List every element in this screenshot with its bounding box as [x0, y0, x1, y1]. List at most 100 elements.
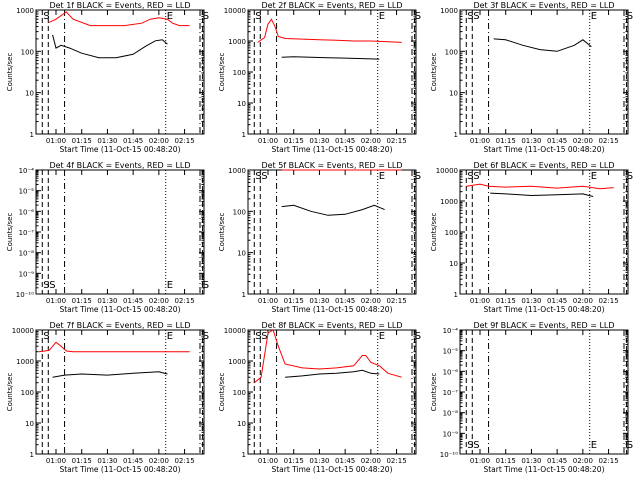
x-tick-label: 01:00: [470, 457, 490, 465]
panel-title: Det 2f BLACK = Events, RED = LLD: [261, 1, 402, 10]
detector-panel: Det 3f BLACK = Events, RED = LLD 1 10 100 10…: [430, 1, 633, 154]
y-axis-label: Counts/sec: [430, 213, 438, 252]
y-axis-label: Counts/sec: [6, 53, 14, 92]
event-rate-line: [285, 369, 380, 378]
x-axis-label: Start Time (11-Oct-15 00:48:20): [59, 145, 180, 154]
y-tick-label: 1: [30, 131, 34, 139]
x-tick-label: 01:00: [470, 297, 490, 305]
x-tick-label: 02:00: [149, 457, 169, 465]
event-marker-label: S: [255, 11, 261, 22]
y-tick-label: 10⁻⁹: [443, 430, 459, 438]
y-tick-label: 10⁻⁶: [443, 368, 459, 376]
panel-title: Det 8f BLACK = Events, RED = LLD: [261, 321, 402, 330]
y-tick-label: 10: [449, 260, 458, 268]
x-tick-label: 01:45: [547, 297, 567, 305]
event-marker-label: S: [627, 440, 633, 451]
event-rate-line: [52, 34, 168, 59]
y-tick-label: 1000: [440, 7, 458, 15]
y-tick-label: 10⁻⁸: [19, 250, 35, 258]
x-tick-label: 02:15: [386, 457, 406, 465]
y-tick-label: 1: [242, 451, 246, 459]
x-tick-label: 02:15: [174, 457, 194, 465]
x-tick-label: 01:30: [521, 137, 541, 145]
event-marker-label: E: [591, 171, 597, 182]
y-tick-label: 10: [25, 420, 34, 428]
x-tick-label: 01:30: [309, 457, 329, 465]
x-tick-label: 01:15: [496, 457, 516, 465]
x-tick-label: 01:30: [97, 137, 117, 145]
x-axis-label: Start Time (11-Oct-15 00:48:20): [483, 145, 604, 154]
plot-frame: [247, 329, 417, 455]
y-axis-label: Counts/sec: [430, 373, 438, 412]
plot-frame: [35, 169, 205, 295]
x-axis-label: Start Time (11-Oct-15 00:48:20): [271, 305, 392, 314]
x-tick-label: 01:30: [97, 297, 117, 305]
event-marker-label: S: [415, 331, 421, 342]
x-tick-label: 02:00: [361, 137, 381, 145]
y-axis-label: Counts/sec: [218, 213, 226, 252]
x-axis-label: Start Time (11-Oct-15 00:48:20): [271, 145, 392, 154]
x-tick-label: 01:15: [496, 297, 516, 305]
y-axis-label: Counts/sec: [218, 53, 226, 92]
y-tick-label: 100: [233, 69, 246, 77]
panel-title: Det 7f BLACK = Events, RED = LLD: [49, 321, 190, 330]
event-marker-label: E: [591, 440, 597, 451]
panel-title: Det 6f BLACK = Events, RED = LLD: [473, 161, 614, 170]
y-tick-label: 10⁻⁵: [19, 188, 35, 196]
y-tick-label: 100: [21, 389, 34, 397]
x-tick-label: 02:15: [598, 137, 618, 145]
detector-panel: Det 9f BLACK = Events, RED = LLD 10⁻¹⁰ 10⁻…: [430, 321, 633, 474]
x-tick-label: 02:15: [598, 457, 618, 465]
x-tick-label: 01:30: [97, 457, 117, 465]
y-tick-label: 10⁻¹⁰: [440, 451, 458, 459]
y-tick-label: 10: [237, 250, 246, 258]
event-marker-label: E: [591, 11, 597, 22]
plot-frame: [35, 329, 205, 455]
detector-panel: Det 5f BLACK = Events, RED = LLD 1 10 100 10…: [218, 161, 421, 314]
y-tick-label: 1000: [228, 38, 246, 46]
y-tick-label: 100: [445, 48, 458, 56]
plot-frame: [459, 329, 629, 455]
y-tick-label: 10⁻¹⁰: [16, 291, 34, 299]
event-marker-label: S: [43, 331, 49, 342]
y-tick-label: 10⁻⁷: [443, 389, 459, 397]
y-axis-label: Counts/sec: [6, 213, 14, 252]
event-marker-label: S: [467, 440, 473, 451]
y-tick-label: 100: [445, 229, 458, 237]
detector-panel: Det 7f BLACK = Events, RED = LLD 1 10 100 10…: [6, 321, 209, 474]
detector-panel: Det 1f BLACK = Events, RED = LLD 1 10 100 10…: [6, 1, 209, 154]
x-axis-label: Start Time (11-Oct-15 00:48:20): [271, 465, 392, 474]
y-tick-label: 1000: [228, 167, 246, 175]
x-tick-label: 01:45: [547, 137, 567, 145]
x-tick-label: 01:15: [72, 137, 92, 145]
y-axis-label: Counts/sec: [6, 373, 14, 412]
detector-panel: Det 4f BLACK = Events, RED = LLD 10⁻¹⁰ 10⁻…: [6, 161, 209, 314]
event-marker-label: S: [203, 11, 209, 22]
y-tick-label: 10: [25, 90, 34, 98]
event-marker-label: E: [167, 280, 173, 291]
x-axis-label: Start Time (11-Oct-15 00:48:20): [59, 305, 180, 314]
x-tick-label: 01:00: [46, 457, 66, 465]
y-tick-label: 10: [237, 100, 246, 108]
event-marker-label: E: [167, 11, 173, 22]
x-tick-label: 01:00: [258, 457, 278, 465]
y-axis-label: Counts/sec: [218, 373, 226, 412]
detector-panel: Det 2f BLACK = Events, RED = LLD 1 10 100 10…: [218, 1, 421, 154]
event-rate-line: [490, 192, 594, 197]
event-marker-label: S: [49, 280, 55, 291]
x-tick-label: 01:30: [521, 297, 541, 305]
y-tick-label: 10000: [436, 167, 458, 175]
y-tick-label: 10: [237, 420, 246, 428]
event-marker-label: S: [627, 11, 633, 22]
x-tick-label: 01:45: [123, 137, 143, 145]
event-marker-label: S: [255, 171, 261, 182]
x-tick-label: 01:15: [72, 457, 92, 465]
y-tick-label: 1000: [440, 198, 458, 206]
y-tick-label: 10000: [224, 327, 246, 335]
y-tick-label: 10⁻⁴: [443, 327, 459, 335]
event-rate-line: [52, 371, 168, 378]
x-tick-label: 01:30: [309, 137, 329, 145]
event-rate-line: [281, 204, 385, 216]
x-tick-label: 02:15: [174, 297, 194, 305]
